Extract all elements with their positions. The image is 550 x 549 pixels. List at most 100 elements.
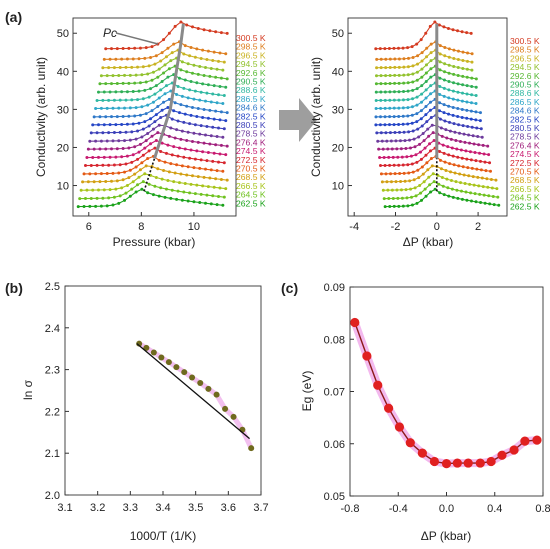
data-point (439, 158, 443, 162)
data-point (442, 151, 446, 155)
data-point (150, 349, 157, 356)
data-point (196, 175, 200, 179)
legend-label: 298.5 K (236, 42, 266, 52)
data-point (426, 127, 430, 131)
data-point (102, 188, 106, 192)
plot-frame-a-left (72, 17, 237, 217)
data-point (393, 57, 397, 61)
data-point (82, 205, 86, 209)
data-point (88, 172, 92, 176)
data-point (219, 31, 223, 35)
data-point (452, 48, 456, 52)
data-point (136, 98, 140, 102)
data-point (409, 195, 413, 199)
data-point (420, 100, 424, 104)
data-point (208, 74, 212, 78)
ytick-label: 2.5 (45, 281, 60, 293)
data-point (378, 156, 382, 160)
data-point (182, 190, 186, 194)
data-point (388, 106, 392, 110)
data-point (395, 147, 399, 151)
data-point (179, 137, 183, 141)
data-point (170, 51, 174, 55)
data-point (166, 46, 170, 50)
data-point (397, 114, 401, 118)
data-point (426, 168, 430, 172)
data-point (104, 147, 108, 151)
data-point (397, 90, 401, 94)
data-point (218, 118, 222, 122)
data-point (474, 118, 478, 122)
data-point (457, 164, 461, 168)
data-point (392, 123, 396, 127)
data-point (415, 160, 419, 164)
data-point (398, 172, 402, 176)
data-point (180, 129, 184, 133)
legend-label: 284.6 K (510, 106, 540, 116)
data-point (410, 203, 414, 207)
data-point (157, 96, 161, 100)
data-point (115, 47, 119, 51)
data-point (192, 200, 196, 204)
data-point (379, 57, 383, 61)
data-point (429, 92, 433, 96)
data-point (170, 117, 174, 121)
data-point (125, 183, 129, 187)
data-point (401, 46, 405, 50)
data-point (488, 169, 492, 173)
curve-2785K (377, 124, 483, 142)
data-point (479, 127, 483, 131)
data-point (455, 188, 459, 192)
data-point (403, 179, 407, 183)
data-point (447, 47, 451, 51)
data-point (114, 90, 118, 94)
data-point (401, 163, 405, 167)
data-point (86, 180, 90, 184)
data-point (118, 194, 122, 198)
data-point (470, 84, 474, 88)
data-point (209, 168, 213, 172)
data-point (218, 84, 222, 88)
data-point (447, 194, 451, 198)
data-point (211, 58, 215, 62)
data-point (470, 68, 474, 72)
data-point (460, 156, 464, 160)
data-point (141, 97, 145, 101)
data-point (189, 374, 196, 381)
data-point (477, 184, 481, 188)
data-point (474, 77, 478, 81)
xtick-label: 0 (434, 221, 440, 233)
data-point (425, 161, 429, 165)
data-point (164, 84, 168, 88)
data-point (167, 97, 171, 101)
data-point (177, 181, 181, 185)
data-point (185, 173, 189, 177)
data-point (401, 204, 405, 208)
data-point (411, 170, 415, 174)
legend-label: 296.5 K (510, 53, 540, 63)
data-point (185, 23, 189, 27)
legend-label: 290.5 K (510, 80, 540, 90)
data-point (465, 75, 469, 79)
data-point (392, 98, 396, 102)
data-point (196, 72, 200, 76)
data-point (465, 92, 469, 96)
data-point (177, 76, 181, 80)
data-point (446, 26, 450, 30)
data-point (478, 192, 482, 196)
data-point (120, 155, 124, 159)
data-point (413, 186, 417, 190)
data-point (432, 180, 436, 184)
data-point (211, 125, 215, 129)
data-point (196, 107, 200, 111)
data-point (428, 108, 432, 112)
data-point (456, 90, 460, 94)
data-point (102, 90, 106, 94)
data-point (141, 127, 145, 131)
data-point (468, 182, 472, 186)
data-point (424, 31, 428, 35)
data-point (388, 57, 392, 61)
data-point (383, 98, 387, 102)
data-point (112, 131, 116, 135)
data-point (177, 111, 181, 115)
